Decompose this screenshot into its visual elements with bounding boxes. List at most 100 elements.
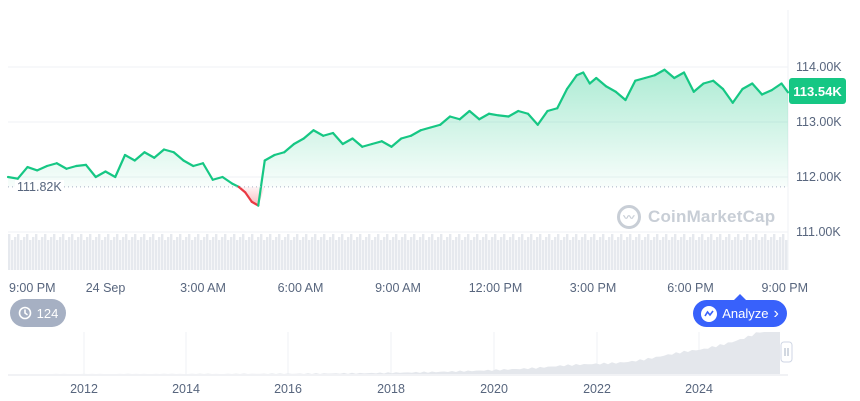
volume-bar [164, 240, 167, 270]
coinmarketcap-logo-icon: 〰 [617, 205, 641, 229]
x-axis: 9:00 PM 24 Sep 3:00 AM 6:00 AM 9:00 AM 12:00 … [9, 281, 808, 295]
volume-bar [410, 237, 413, 270]
price-segment [575, 71, 585, 77]
analyze-label: Analyze [722, 306, 769, 321]
volume-bar [11, 240, 14, 270]
price-segment [283, 142, 296, 154]
price-segment [702, 79, 715, 85]
volume-bar [128, 240, 131, 270]
volume-bar [404, 234, 407, 270]
price-segment [634, 76, 647, 82]
volume-bar [182, 240, 185, 270]
volume-bar [323, 234, 326, 270]
volume-bar [329, 237, 332, 270]
volume-bar [218, 240, 221, 270]
y-tick-label: 114.00K [796, 60, 842, 74]
volume-bar [296, 234, 299, 270]
volume-bar [698, 237, 701, 270]
volume-bar [575, 234, 578, 270]
volume-bar [521, 234, 524, 270]
volume-bar [116, 234, 119, 270]
volume-bar [239, 237, 242, 270]
volume-bar [581, 237, 584, 270]
volume-bar [83, 240, 86, 270]
volume-bar [467, 234, 470, 270]
x-tick-label: 9:00 AM [375, 281, 421, 295]
volume-bar [185, 237, 188, 270]
volume-bar [611, 234, 614, 270]
volume-bar [137, 240, 140, 270]
volume-bar [281, 240, 284, 270]
volume-bar [419, 237, 422, 270]
y-tick-label: 112.00K [796, 170, 842, 184]
volume-bar [290, 240, 293, 270]
price-segment [153, 148, 166, 159]
volume-bar [686, 240, 689, 270]
price-segment [273, 151, 286, 157]
volume-bar [488, 240, 491, 270]
volume-bar [380, 240, 383, 270]
watermark-text: CoinMarketCap [648, 207, 776, 226]
navigator-tick-label: 2014 [172, 382, 200, 396]
navigator-tick-label: 2016 [274, 382, 302, 396]
volume-bar [401, 237, 404, 270]
price-segment [546, 107, 559, 113]
volume-bar [314, 234, 317, 270]
volume-bar [752, 237, 755, 270]
volume-bar [356, 237, 359, 270]
analyze-button[interactable]: Analyze › [693, 300, 787, 327]
volume-bar [665, 234, 668, 270]
volume-bar [539, 234, 542, 270]
volume-bar [80, 234, 83, 270]
volume-bar [407, 240, 410, 270]
navigator-tick-label: 2022 [583, 382, 611, 396]
price-segment [221, 175, 234, 185]
volume-bar [707, 237, 710, 270]
volume-bar [56, 240, 59, 270]
price-segment [65, 164, 78, 170]
volume-bar [482, 237, 485, 270]
volume-bar [647, 234, 650, 270]
volume-bar [68, 237, 71, 270]
volume-bar [47, 240, 50, 270]
volume-bar [530, 234, 533, 270]
volume-bar [209, 240, 212, 270]
volume-bar [416, 240, 419, 270]
volume-bar [668, 240, 671, 270]
volume-bar [770, 237, 773, 270]
volume-bars [8, 234, 788, 270]
volume-bar [449, 234, 452, 270]
volume-bar [608, 237, 611, 270]
volume-bar [425, 240, 428, 270]
volume-bar [548, 234, 551, 270]
price-segment [257, 159, 266, 207]
volume-bar [311, 237, 314, 270]
volume-bar [320, 237, 323, 270]
volume-bar [26, 234, 29, 270]
volume-bar [533, 240, 536, 270]
price-segment [84, 163, 97, 179]
volume-bar [254, 240, 257, 270]
volume-bar [710, 234, 713, 270]
navigator[interactable]: 2012 2014 2016 2018 2020 2022 2024 [8, 294, 793, 396]
x-tick-label: 9:00 PM [761, 281, 808, 295]
price-segment [604, 85, 617, 93]
volume-bar [71, 234, 74, 270]
volume-bar [179, 234, 182, 270]
volume-bar [524, 240, 527, 270]
volume-bar [41, 237, 44, 270]
volume-bar [671, 237, 674, 270]
price-segment [751, 82, 764, 96]
volume-bar [104, 237, 107, 270]
volume-bar [341, 234, 344, 270]
volume-bar [695, 240, 698, 270]
volume-bar [728, 234, 731, 270]
price-segment [143, 151, 156, 159]
volume-bar [527, 237, 530, 270]
volume-bar [347, 237, 350, 270]
volume-bar [749, 240, 752, 270]
volume-bar [626, 237, 629, 270]
volume-bar [170, 234, 173, 270]
history-button[interactable]: 124 [10, 299, 66, 327]
